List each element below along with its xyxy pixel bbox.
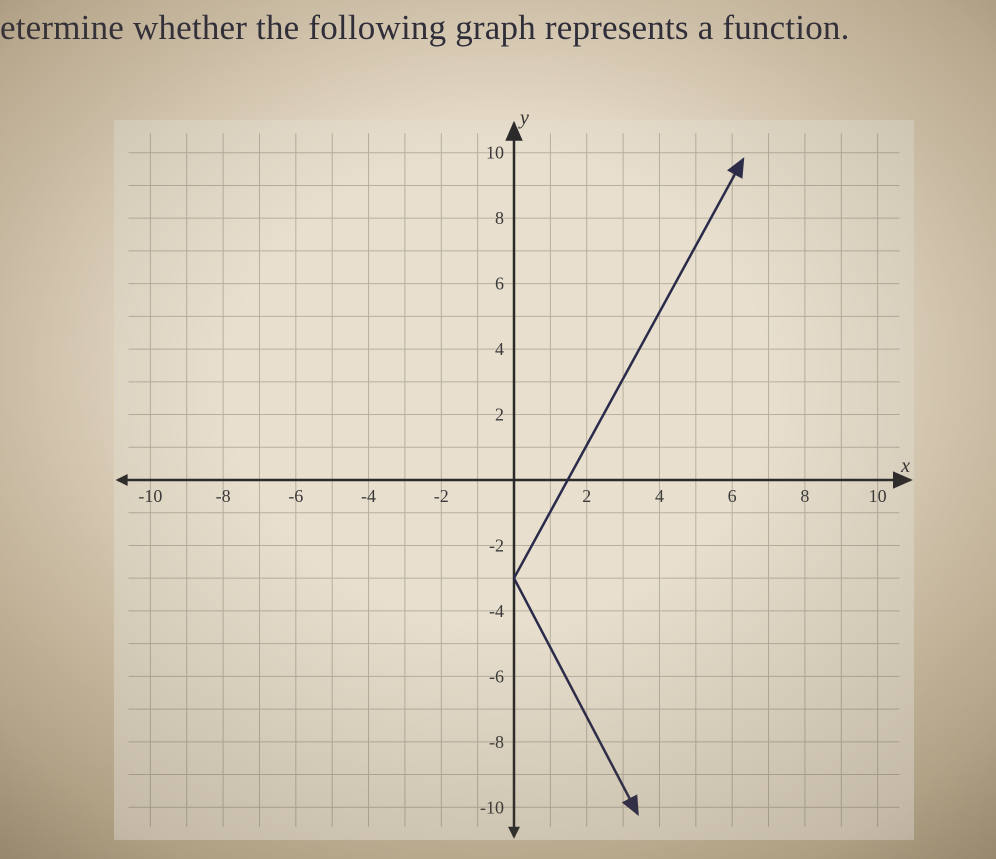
coordinate-graph: -10 -8 -6 -4 -2 2 4 6 8 10 -10 -8 -6 -4 -2 2 4 6 8 10 y x xyxy=(104,102,924,852)
y-tick-label: -10 xyxy=(480,797,504,817)
question-text: etermine whether the following graph rep… xyxy=(0,8,850,48)
y-tick-label: 4 xyxy=(495,339,504,359)
x-tick-label: -10 xyxy=(138,486,162,506)
x-tick-label: 10 xyxy=(869,486,887,506)
y-tick-label: 2 xyxy=(495,405,504,425)
x-tick-label: 4 xyxy=(655,486,664,506)
x-tick-label: -8 xyxy=(216,486,231,506)
y-tick-label: -4 xyxy=(489,601,504,621)
y-tick-label: 6 xyxy=(495,274,504,294)
x-axis-label: x xyxy=(900,455,910,477)
x-tick-label: 2 xyxy=(582,486,591,506)
x-tick-label: -2 xyxy=(434,486,449,506)
y-tick-label: -2 xyxy=(489,535,504,555)
x-tick-label: -6 xyxy=(288,486,303,506)
x-tick-label: -4 xyxy=(361,486,376,506)
y-tick-label: 10 xyxy=(486,143,504,163)
x-tick-label: 8 xyxy=(800,486,809,506)
y-tick-label: -6 xyxy=(489,666,504,686)
x-tick-label: 6 xyxy=(728,486,737,506)
graph-svg: -10 -8 -6 -4 -2 2 4 6 8 10 -10 -8 -6 -4 -2 2 4 6 8 10 y x xyxy=(104,102,924,852)
y-axis-label: y xyxy=(518,107,529,129)
y-tick-label: -8 xyxy=(489,732,504,752)
y-tick-label: 8 xyxy=(495,208,504,228)
